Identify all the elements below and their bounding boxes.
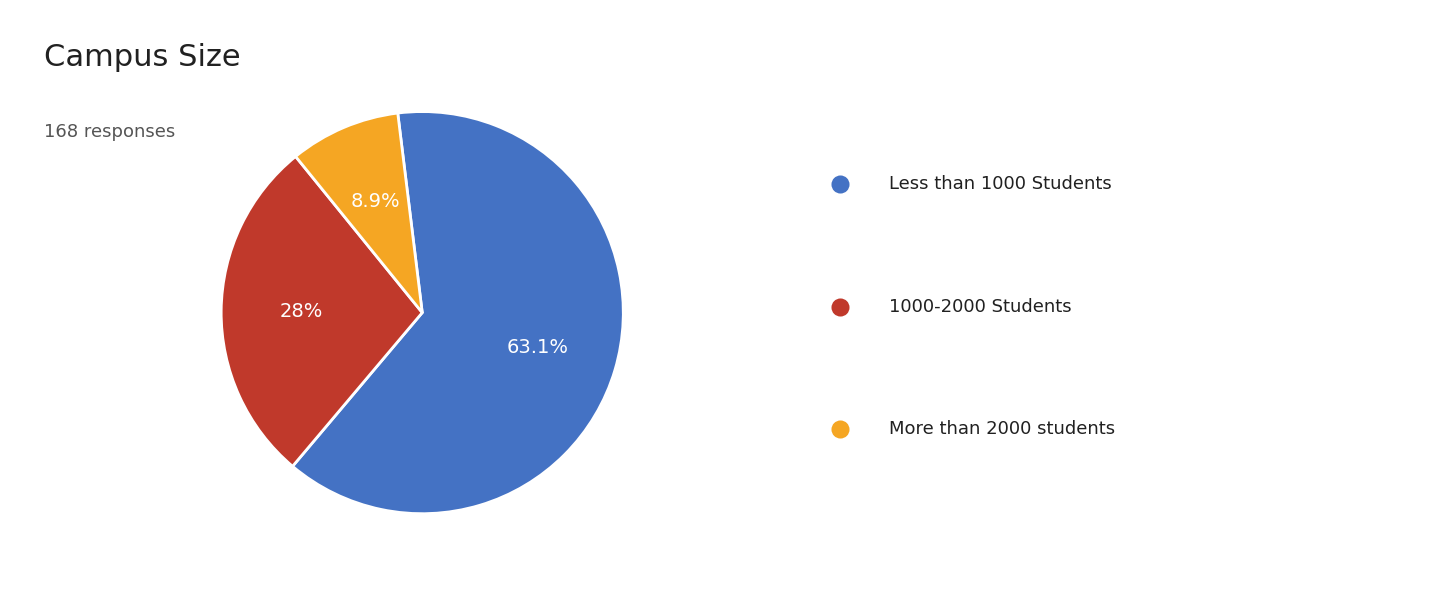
Text: 1000-2000 Students: 1000-2000 Students [888, 297, 1072, 316]
Text: 8.9%: 8.9% [351, 192, 400, 211]
Wedge shape [221, 156, 422, 466]
Text: 28%: 28% [280, 302, 323, 321]
Text: 168 responses: 168 responses [44, 123, 175, 140]
Wedge shape [296, 113, 422, 313]
Text: 63.1%: 63.1% [507, 338, 569, 357]
Text: Less than 1000 Students: Less than 1000 Students [888, 175, 1111, 193]
Text: Campus Size: Campus Size [44, 43, 240, 72]
Wedge shape [293, 112, 623, 514]
Text: More than 2000 students: More than 2000 students [888, 420, 1115, 438]
